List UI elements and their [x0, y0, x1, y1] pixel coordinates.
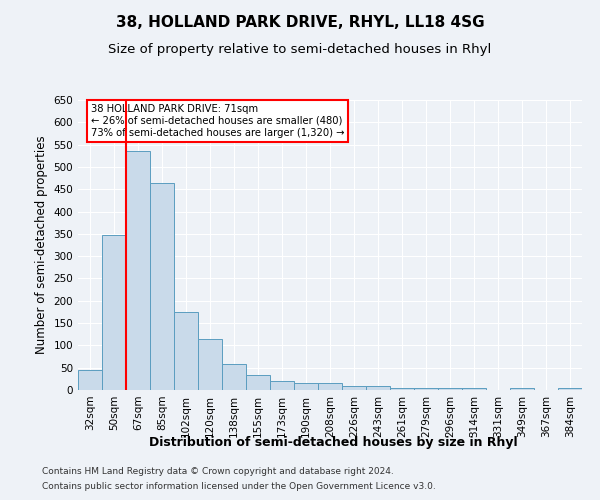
Bar — [174, 312, 198, 390]
Bar — [78, 370, 102, 390]
Bar — [462, 388, 486, 390]
Text: 38, HOLLAND PARK DRIVE, RHYL, LL18 4SG: 38, HOLLAND PARK DRIVE, RHYL, LL18 4SG — [116, 15, 484, 30]
Bar — [270, 381, 294, 390]
Bar — [366, 386, 390, 390]
Bar — [222, 364, 246, 390]
Bar — [414, 388, 438, 390]
Bar — [390, 388, 414, 390]
Bar — [126, 152, 150, 390]
Text: 38 HOLLAND PARK DRIVE: 71sqm
← 26% of semi-detached houses are smaller (480)
73%: 38 HOLLAND PARK DRIVE: 71sqm ← 26% of se… — [91, 104, 344, 138]
Bar — [246, 376, 270, 390]
Bar — [318, 384, 342, 390]
Bar — [510, 388, 534, 390]
Bar — [150, 182, 174, 390]
Bar — [342, 386, 366, 390]
Text: Contains HM Land Registry data © Crown copyright and database right 2024.: Contains HM Land Registry data © Crown c… — [42, 467, 394, 476]
Bar — [294, 384, 318, 390]
Bar — [198, 338, 222, 390]
Text: Contains public sector information licensed under the Open Government Licence v3: Contains public sector information licen… — [42, 482, 436, 491]
Bar — [558, 388, 582, 390]
Bar — [102, 234, 126, 390]
Text: Size of property relative to semi-detached houses in Rhyl: Size of property relative to semi-detach… — [109, 42, 491, 56]
Bar — [438, 388, 462, 390]
Y-axis label: Number of semi-detached properties: Number of semi-detached properties — [35, 136, 48, 354]
Text: Distribution of semi-detached houses by size in Rhyl: Distribution of semi-detached houses by … — [149, 436, 517, 449]
